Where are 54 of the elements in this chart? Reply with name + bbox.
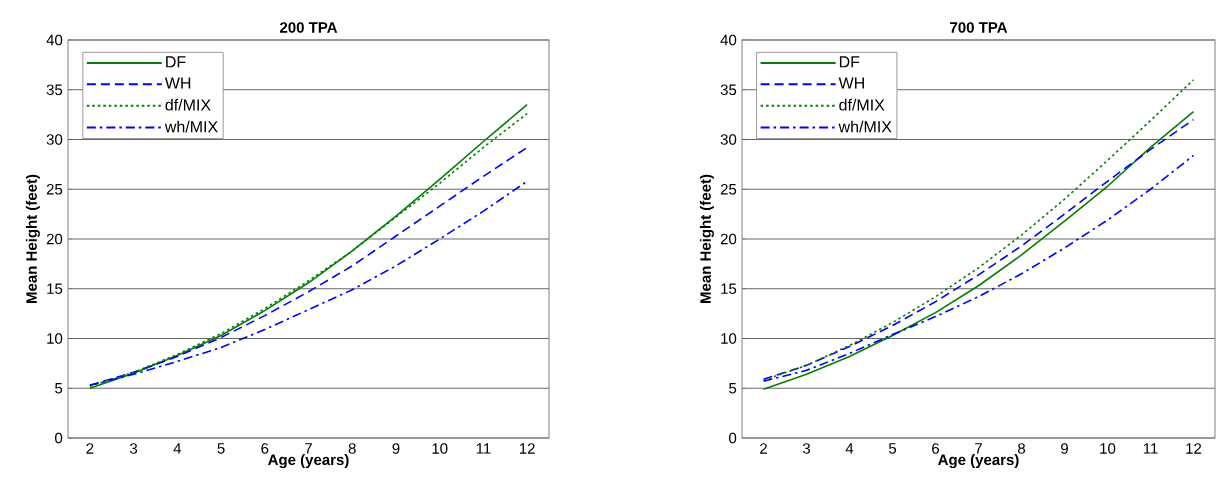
y-tick-label: 35 <box>46 84 63 96</box>
x-tick-label: 12 <box>519 443 535 454</box>
y-tick-label: 20 <box>46 233 63 245</box>
x-tick-label: 3 <box>129 443 138 454</box>
chart-title: 200 TPA <box>279 22 338 33</box>
y-tick-label: 30 <box>46 134 63 145</box>
x-tick-label: 5 <box>888 443 897 454</box>
x-tick-label: 3 <box>802 443 811 454</box>
x-tick-label: 4 <box>845 443 854 454</box>
x-axis-title: Age (years) <box>938 454 1019 469</box>
x-tick-label: 8 <box>348 443 356 454</box>
x-tick-label: 4 <box>173 443 182 454</box>
x-tick-label: 6 <box>932 443 940 454</box>
y-tick-label: 25 <box>720 183 737 195</box>
x-tick-label: 12 <box>1186 443 1202 454</box>
x-axis-title: Age (years) <box>268 454 349 469</box>
legend-label: wh/MIX <box>838 120 892 133</box>
legend-label: DF <box>166 56 186 68</box>
x-tick-label: 7 <box>305 443 312 454</box>
y-axis-title: Mean Height (feet) <box>25 174 40 303</box>
x-tick-label: 11 <box>476 443 491 454</box>
y-tick-label: 40 <box>46 34 63 46</box>
y-tick-label: 5 <box>55 383 63 394</box>
chart-title: 700 TPA <box>950 22 1008 33</box>
x-tick-label: 2 <box>760 443 767 454</box>
y-tick-label: 10 <box>721 333 737 344</box>
x-tick-label: 9 <box>1061 443 1068 454</box>
x-tick-label: 7 <box>975 443 982 454</box>
y-tick-label: 20 <box>720 233 737 245</box>
legend-label: WH <box>838 77 864 89</box>
x-tick-label: 10 <box>432 443 448 454</box>
x-tick-label: 5 <box>217 443 225 454</box>
y-tick-label: 0 <box>729 432 737 444</box>
y-tick-label: 35 <box>720 84 737 96</box>
legend-label: WH <box>164 77 191 89</box>
x-tick-label: 8 <box>1018 443 1026 454</box>
legend-label: df/MIX <box>839 98 885 111</box>
legend-label: DF <box>839 56 860 68</box>
y-tick-label: 0 <box>55 432 63 444</box>
y-tick-label: 5 <box>729 383 737 394</box>
x-tick-label: 10 <box>1100 443 1116 454</box>
y-tick-label: 15 <box>721 283 737 294</box>
y-axis-title: Mean Height (feet) <box>699 174 714 303</box>
x-tick-label: 6 <box>261 443 269 454</box>
legend-label: df/MIX <box>165 98 211 111</box>
x-tick-label: 9 <box>392 443 400 454</box>
y-tick-label: 15 <box>47 283 63 294</box>
y-tick-label: 10 <box>47 333 63 344</box>
y-tick-label: 30 <box>720 134 737 145</box>
y-tick-label: 25 <box>46 183 63 195</box>
x-tick-label: 11 <box>1143 443 1158 454</box>
legend-label: wh/MIX <box>164 120 218 133</box>
x-tick-label: 2 <box>86 443 94 454</box>
y-tick-label: 40 <box>720 34 737 46</box>
